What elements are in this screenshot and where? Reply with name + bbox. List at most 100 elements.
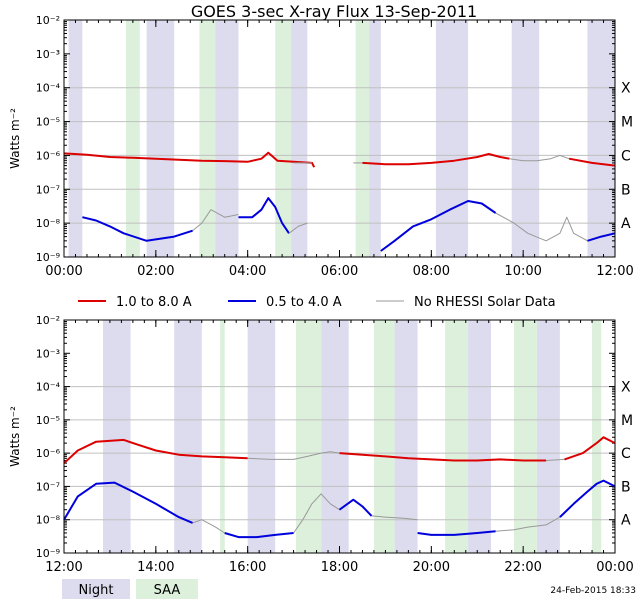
night-band [103, 320, 131, 553]
flare-class-label: B [621, 182, 631, 198]
x-tick-label: 00:00 [45, 264, 82, 279]
legend-short-label: 0.5 to 4.0 A [266, 295, 342, 310]
no-rhessi-line [293, 493, 340, 534]
long-channel-line [63, 151, 316, 168]
y-tick-label: 10⁻⁹ [36, 547, 60, 560]
long-channel-line [564, 436, 616, 461]
no-rhessi-line [247, 451, 340, 460]
x-tick-label: 18:00 [321, 560, 358, 575]
long-channel-line [362, 153, 510, 166]
figure-title: GOES 3-sec X-ray Flux 13-Sep-2011 [191, 2, 477, 21]
y-tick-label: 10⁻² [36, 314, 60, 327]
x-tick-label: 06:00 [321, 264, 358, 279]
y-tick-label: 10⁻² [36, 14, 60, 27]
y-tick-label: 10⁻⁹ [36, 251, 60, 264]
night-band [288, 20, 308, 257]
x-tick-label: 12:00 [596, 264, 633, 279]
flare-class-label: C [621, 446, 631, 462]
x-tick-label: 16:00 [229, 560, 266, 575]
saa-band [275, 20, 292, 257]
y-tick-label: 10⁻⁵ [36, 116, 60, 129]
x-tick-label: 04:00 [229, 264, 266, 279]
saa-band [592, 320, 602, 553]
y-tick-label: 10⁻³ [36, 347, 60, 360]
x-tick-label: 00:00 [596, 560, 633, 575]
no-rhessi-line [495, 516, 561, 532]
y-tick-label: 10⁻⁷ [36, 480, 60, 493]
y-tick-label: 10⁻⁶ [36, 149, 61, 162]
legend-night-swatch [62, 579, 130, 599]
y-tick-label: 10⁻⁸ [36, 514, 61, 527]
night-band [587, 20, 615, 257]
plot-frame [63, 319, 616, 554]
saa-band [125, 20, 140, 257]
no-rhessi-line [509, 154, 570, 162]
x-tick-label: 02:00 [137, 264, 174, 279]
no-rhessi-line [495, 212, 588, 242]
saa-band [355, 20, 370, 257]
short-channel-line [238, 197, 290, 234]
x-tick-label: 14:00 [137, 560, 174, 575]
night-band [68, 20, 83, 257]
legend-norhessi-label: No RHESSI Solar Data [414, 295, 556, 310]
long-channel-line [63, 438, 248, 464]
saa-band [295, 320, 322, 553]
y-tick-label: 10⁻³ [36, 48, 60, 61]
night-band [321, 320, 349, 553]
x-tick-label: 08:00 [413, 264, 450, 279]
top-panel: X M C B A 10⁻² 10⁻³ 10⁻⁴ 10⁻⁵ 10⁻⁶ 10⁻⁷ 10⁻⁸ 10⁻⁹00:… [8, 14, 634, 279]
bottom-panel: X M C B A 10⁻² 10⁻³ 10⁻⁴ 10⁻⁵ 10⁻⁶ 10⁻⁷ 10⁻⁸ 10⁻⁹12:… [8, 314, 634, 575]
night-band [146, 20, 175, 257]
generation-timestamp: 24-Feb-2015 18:33 [550, 586, 636, 596]
saa-band [513, 320, 537, 553]
short-channel-line [587, 232, 616, 242]
shading-legend: Night SAA [62, 579, 198, 599]
y-axis-label: Watts m⁻² [8, 406, 22, 467]
flare-class-label: M [621, 115, 633, 131]
legend-long-label: 1.0 to 8.0 A [116, 295, 192, 310]
long-channel-line [568, 157, 616, 167]
night-band [174, 320, 202, 553]
flare-class-label: C [621, 148, 631, 164]
no-rhessi-line [371, 515, 418, 521]
flare-class-label: X [621, 380, 631, 396]
short-channel-line [559, 479, 616, 518]
series-legend: 1.0 to 8.0 A 0.5 to 4.0 A No RHESSI Sola… [78, 295, 556, 310]
y-tick-label: 10⁻⁸ [36, 217, 61, 230]
y-tick-label: 10⁻⁴ [36, 381, 61, 394]
flare-class-label: A [621, 216, 631, 232]
night-band [511, 20, 540, 257]
flare-class-label: M [621, 413, 633, 429]
x-tick-label: 10:00 [504, 264, 541, 279]
short-channel-line [338, 498, 373, 517]
night-band [536, 320, 560, 553]
short-channel-line [417, 530, 496, 536]
saa-band [220, 320, 225, 553]
y-tick-label: 10⁻⁴ [36, 82, 61, 95]
flare-class-label: X [621, 81, 631, 97]
legend-saa-swatch [136, 579, 198, 599]
no-rhessi-line [192, 519, 225, 534]
long-channel-line [339, 452, 547, 462]
no-rhessi-line [288, 222, 308, 234]
night-band [394, 320, 418, 553]
x-tick-label: 12:00 [45, 560, 82, 575]
legend-saa-label: SAA [154, 583, 181, 598]
night-band [215, 20, 239, 257]
no-rhessi-line [546, 458, 565, 461]
x-tick-label: 20:00 [413, 560, 450, 575]
flare-class-label: B [621, 479, 631, 495]
saa-band [445, 320, 469, 553]
saa-band [199, 20, 216, 257]
short-channel-line [82, 216, 193, 242]
x-tick-label: 22:00 [504, 560, 541, 575]
plot-frame [63, 19, 616, 258]
y-tick-label: 10⁻⁶ [36, 447, 61, 460]
saa-band [373, 320, 395, 553]
short-channel-line [380, 200, 497, 252]
legend-night-label: Night [79, 583, 114, 598]
short-channel-line [63, 481, 193, 524]
y-tick-label: 10⁻⁵ [36, 414, 60, 427]
flare-class-label: A [621, 513, 631, 529]
